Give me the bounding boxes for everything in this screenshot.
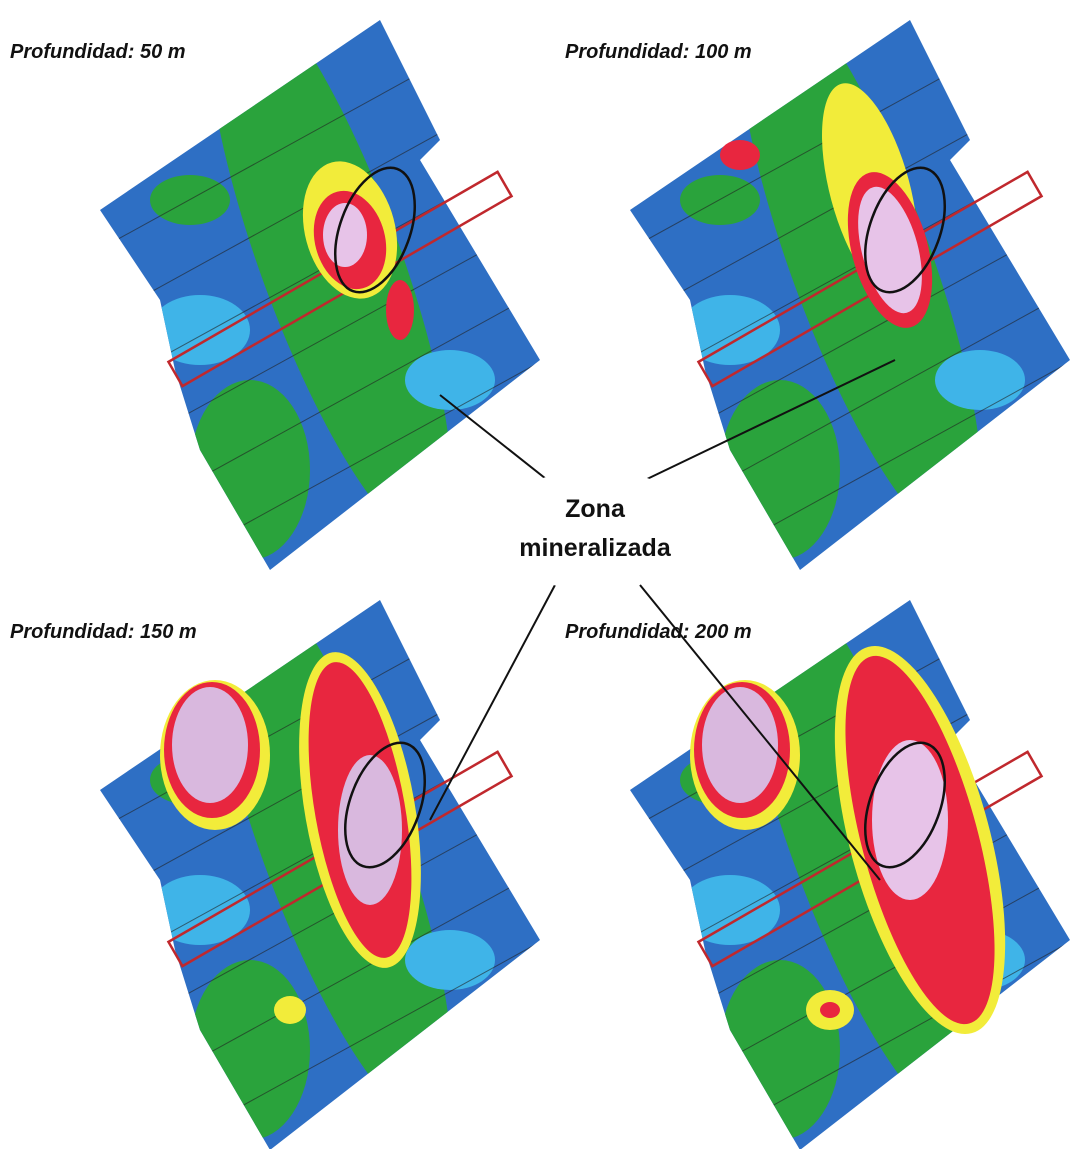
callout-bubble — [490, 470, 700, 590]
map-panel: Profundidad: 50 m — [10, 0, 580, 570]
map-panel: Profundidad: 200 m — [565, 534, 1073, 1149]
panel-title: Profundidad: 50 m — [10, 41, 186, 63]
callout-label: mineralizada — [519, 534, 672, 562]
callout-label: Zona — [565, 495, 626, 523]
panel-title: Profundidad: 100 m — [565, 41, 752, 63]
map-panel: Profundidad: 150 m — [10, 534, 580, 1149]
panel-title: Profundidad: 150 m — [10, 621, 197, 643]
panel-title: Profundidad: 200 m — [565, 621, 752, 643]
figure: Profundidad: 50 m Profundidad: 100 m Pro… — [0, 0, 1073, 1149]
